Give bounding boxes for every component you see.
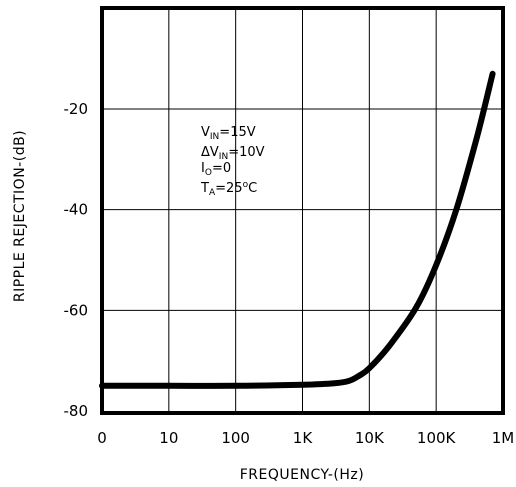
x-tick-labels: 0 10 100 1K 10K 100K 1M	[97, 429, 514, 447]
x-tick-label: 1K	[293, 429, 314, 447]
x-tick-label: 10	[159, 429, 178, 447]
plot-frame	[100, 6, 505, 415]
x-tick-label: 100	[221, 429, 250, 447]
x-tick-label: 0	[97, 429, 107, 447]
y-tick-label: -60	[64, 301, 89, 319]
y-axis-label: RIPPLE REJECTION-(dB)	[12, 130, 28, 302]
annotation-vin: VIN=15V	[201, 125, 256, 142]
y-tick-label: -20	[64, 100, 89, 118]
ripple-rejection-line	[99, 70, 496, 389]
x-tick-label: 1M	[492, 429, 515, 447]
y-tick-labels: -20 -40 -60 -80	[64, 100, 89, 420]
grid	[102, 8, 503, 413]
annotation-block: VIN=15V ΔVIN=10V IO=0 TA=25oC	[200, 125, 265, 198]
x-axis-label: FREQUENCY-(Hz)	[240, 467, 364, 483]
annotation-delta-vin: ΔVIN=10V	[201, 145, 265, 162]
y-tick-label: -80	[64, 402, 89, 420]
y-tick-label: -40	[64, 201, 89, 219]
annotation-io: IO=0	[201, 161, 231, 178]
x-tick-label: 100K	[417, 429, 457, 447]
annotation-ta: TA=25oC	[200, 180, 257, 198]
x-tick-label: 10K	[355, 429, 385, 447]
